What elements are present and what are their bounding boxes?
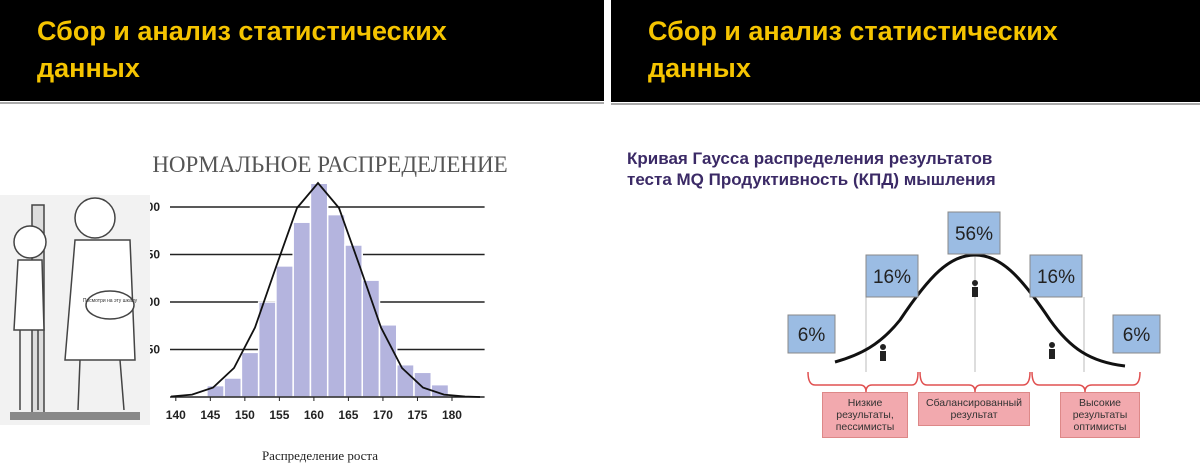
group-label: Высокие результаты оптимисты xyxy=(1060,392,1140,438)
x-tick-label: 165 xyxy=(338,408,358,422)
bar xyxy=(275,265,294,398)
x-tick-label: 175 xyxy=(407,408,427,422)
person-icons xyxy=(880,280,1055,361)
x-tick-label: 180 xyxy=(442,408,462,422)
percent-boxes: 6% 16% 56% 16% 6% xyxy=(787,211,1161,354)
percent-box xyxy=(1029,254,1083,298)
bracket xyxy=(807,371,919,393)
x-tick-label: 145 xyxy=(200,408,220,422)
percent-label: 6% xyxy=(1123,325,1151,346)
bar xyxy=(223,377,243,398)
illustration: Посмотри на эту шкалу xyxy=(0,195,150,425)
percent-label: 16% xyxy=(1037,267,1075,288)
gauss-curve xyxy=(834,253,1126,368)
bar xyxy=(292,221,312,398)
slide-title: Сбор и анализ статистических данных xyxy=(611,0,1200,102)
percent-box xyxy=(1112,314,1161,354)
percent-label: 56% xyxy=(955,224,993,245)
histogram: 50100150200140145150155160165170175180Ра… xyxy=(140,182,485,463)
normal-curve xyxy=(170,181,481,398)
bar xyxy=(206,384,225,398)
percent-label: 16% xyxy=(873,267,911,288)
x-tick-label: 155 xyxy=(269,408,289,422)
bar xyxy=(257,301,277,398)
bar xyxy=(378,324,398,398)
bar xyxy=(309,182,329,398)
percent-label: 6% xyxy=(798,325,826,346)
x-tick-label: 170 xyxy=(373,408,393,422)
x-tick-label: 140 xyxy=(166,408,186,422)
bar xyxy=(326,213,346,398)
x-tick-label: 160 xyxy=(304,408,324,422)
bracket xyxy=(1031,371,1141,393)
bracket xyxy=(919,371,1031,393)
group-label: Низкие результаты, пессимисты xyxy=(822,392,908,438)
diagram-heading: Кривая Гаусса распределения результатов … xyxy=(627,149,996,189)
bar xyxy=(413,371,433,398)
slide-title: Сбор и анализ статистических данных xyxy=(0,0,604,101)
gauss-diagram xyxy=(807,253,1141,393)
percent-box xyxy=(865,254,919,298)
group-label: Сбалансированный результат xyxy=(918,392,1030,426)
x-axis-label: Распределение роста xyxy=(262,448,378,463)
x-tick-label: 150 xyxy=(235,408,255,422)
percent-box xyxy=(787,314,836,354)
speech-bubble: Посмотри на эту шкалу xyxy=(83,298,138,304)
slide-subtitle: НОРМАЛЬНОЕ РАСПРЕДЕЛЕНИЕ xyxy=(152,152,507,177)
percent-box xyxy=(947,211,1001,255)
y-tick-label: 50 xyxy=(147,343,161,357)
bar xyxy=(395,363,415,398)
bar xyxy=(240,351,260,398)
